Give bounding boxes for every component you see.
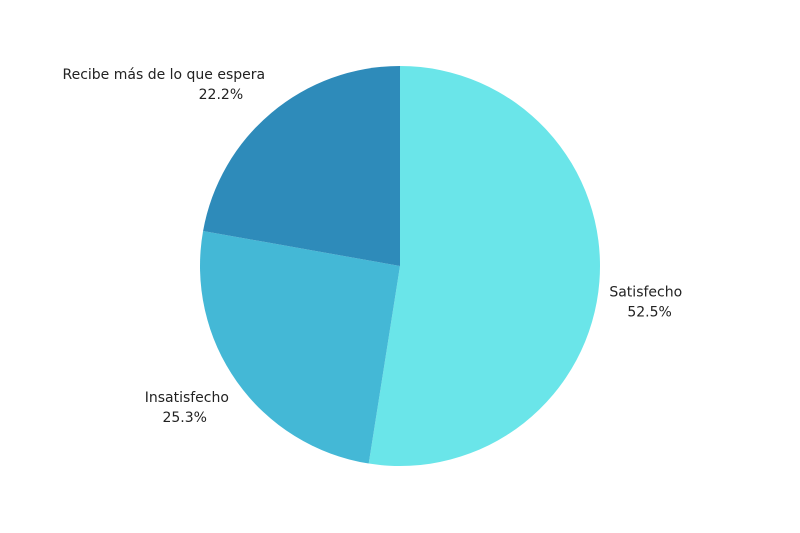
pie-slice bbox=[203, 66, 400, 266]
slice-value-label: 22.2% bbox=[199, 87, 243, 103]
pie-slice bbox=[368, 66, 600, 466]
slice-value-label: 25.3% bbox=[162, 410, 206, 426]
slice-label: Insatisfecho bbox=[145, 390, 229, 406]
pie-slice bbox=[199, 230, 400, 464]
slice-value-label: 52.5% bbox=[627, 304, 671, 320]
slice-label: Satisfecho bbox=[609, 284, 682, 300]
slice-label: Recibe más de lo que espera bbox=[62, 67, 265, 83]
